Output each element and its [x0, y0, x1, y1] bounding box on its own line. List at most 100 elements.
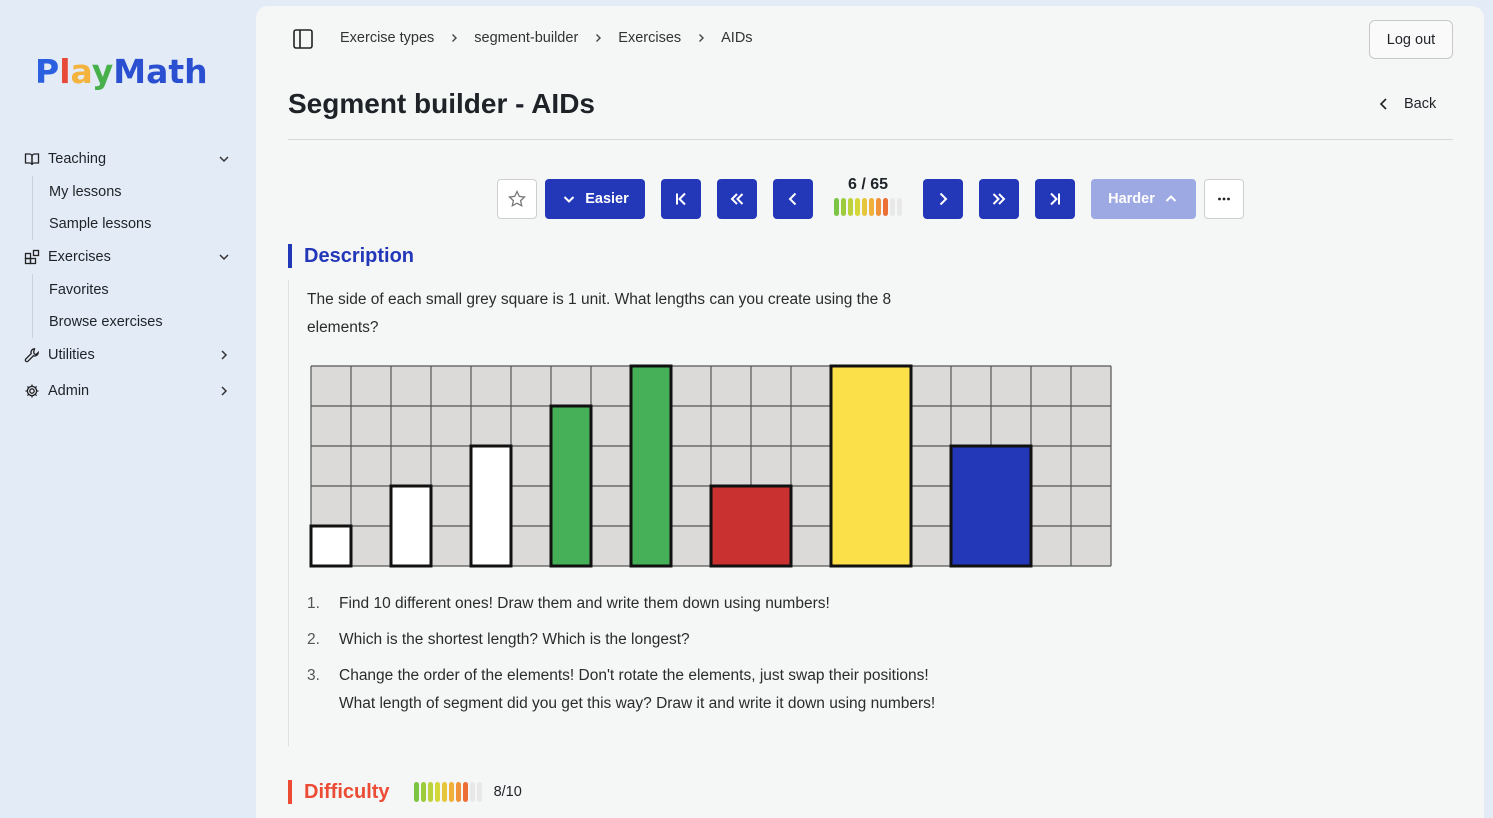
description-heading: Description — [288, 244, 414, 268]
sidebar-item-exercises[interactable]: Exercises — [0, 240, 256, 274]
easier-label: Easier — [585, 191, 629, 207]
segment-element — [469, 444, 513, 568]
chevron-right-icon — [221, 350, 228, 360]
breadcrumb-segment-builder[interactable]: segment-builder — [474, 30, 579, 46]
back-button[interactable]: Back — [1376, 96, 1436, 112]
level-bar — [855, 198, 860, 216]
sidebar-item-sample-lessons[interactable]: Sample lessons — [49, 216, 152, 232]
sidebar-nav: Teaching My lessons Sample lessons Exerc… — [0, 142, 256, 408]
breadcrumb-current: AIDs — [721, 30, 753, 46]
question-number: 1. — [307, 595, 320, 612]
exercise-counter: 6 / 65 — [828, 176, 908, 216]
chevron-left-icon — [1379, 98, 1387, 110]
description-box: The side of each small grey square is 1 … — [288, 280, 1112, 746]
level-bar — [448, 782, 454, 802]
segment-element — [709, 484, 793, 568]
back-ten-button[interactable] — [717, 179, 757, 219]
breadcrumb-exercise-types[interactable]: Exercise types — [340, 30, 435, 46]
level-bar — [890, 198, 895, 216]
sidebar-item-label: Exercises — [48, 249, 111, 265]
level-bar — [841, 198, 846, 216]
segment-element — [309, 524, 353, 568]
level-bar — [883, 198, 888, 216]
segment-element — [829, 364, 913, 568]
question-number: 2. — [307, 631, 320, 648]
sidebar-item-favorites[interactable]: Favorites — [49, 282, 109, 298]
description-text: The side of each small grey square is 1 … — [307, 291, 892, 336]
question-item: 1. Find 10 different ones! Draw them and… — [307, 590, 947, 618]
breadcrumb-exercises[interactable]: Exercises — [618, 30, 682, 46]
level-bar — [469, 782, 475, 802]
difficulty-heading: Difficulty 8/10 — [288, 780, 522, 804]
level-bar — [876, 198, 881, 216]
level-bar — [862, 198, 867, 216]
chevron-right-icon — [221, 386, 228, 396]
playmath-logo[interactable]: PlayMath — [35, 50, 225, 96]
chevron-right-icon — [591, 31, 605, 45]
main-panel: Exercise types segment-builder Exercises… — [256, 6, 1484, 818]
more-options-button[interactable] — [1204, 179, 1244, 219]
blocks-icon — [24, 249, 40, 265]
wrench-icon — [24, 347, 40, 363]
book-icon — [24, 151, 40, 167]
segment-element — [549, 404, 593, 568]
level-bar — [455, 782, 461, 802]
favorite-button[interactable] — [497, 179, 537, 219]
last-button[interactable] — [1035, 179, 1075, 219]
sidebar-item-label: Utilities — [48, 347, 95, 363]
chevron-left-icon — [788, 192, 797, 206]
level-bar — [834, 198, 839, 216]
question-text: Find 10 different ones! Draw them and wr… — [339, 595, 830, 612]
segment-figure — [309, 364, 1113, 573]
sidebar-item-admin[interactable]: Admin — [0, 374, 256, 408]
question-item: 3. Change the order of the elements! Don… — [307, 662, 947, 718]
chevron-right-icon — [939, 192, 948, 206]
progress-bars — [828, 198, 908, 216]
level-bar — [413, 782, 419, 802]
sidebar-item-utilities[interactable]: Utilities — [0, 338, 256, 372]
back-label: Back — [1404, 96, 1437, 112]
chevron-down-icon — [564, 196, 575, 203]
question-text: Change the order of the elements! Don't … — [339, 667, 936, 712]
sidebar-item-my-lessons[interactable]: My lessons — [49, 184, 122, 200]
sidebar-toggle-icon[interactable] — [292, 28, 314, 50]
chevron-up-icon — [1165, 195, 1177, 202]
level-bar — [869, 198, 874, 216]
teaching-subnav: My lessons Sample lessons — [32, 176, 256, 240]
level-bar — [848, 198, 853, 216]
chevron-down-icon — [219, 254, 229, 261]
sidebar-item-browse-exercises[interactable]: Browse exercises — [49, 314, 163, 330]
page-title: Segment builder - AIDs — [288, 88, 596, 119]
breadcrumb: Exercise types segment-builder Exercises… — [340, 30, 753, 46]
level-bar — [476, 782, 482, 802]
level-bar — [897, 198, 902, 216]
chevron-right-icon — [447, 31, 461, 45]
chevron-right-icon — [694, 31, 708, 45]
logout-button[interactable]: Log out — [1369, 20, 1453, 59]
sidebar-item-label: Teaching — [48, 151, 107, 167]
difficulty-value: 8/10 — [493, 784, 522, 800]
question-list: 1. Find 10 different ones! Draw them and… — [307, 590, 947, 726]
forward-ten-button[interactable] — [979, 179, 1019, 219]
first-button[interactable] — [661, 179, 701, 219]
description-title: Description — [304, 244, 415, 267]
difficulty-accent — [288, 780, 292, 804]
star-icon — [508, 189, 526, 208]
previous-button[interactable] — [773, 179, 813, 219]
first-icon — [676, 192, 686, 206]
counter-text: 6 / 65 — [847, 176, 889, 193]
divider — [288, 139, 1453, 140]
exercises-subnav: Favorites Browse exercises — [32, 274, 256, 338]
sidebar-item-teaching[interactable]: Teaching — [0, 142, 256, 176]
sidebar-item-label: Admin — [48, 383, 90, 399]
sidebar: PlayMath Teaching My lessons Sample less… — [0, 0, 256, 818]
top-bar: Exercise types segment-builder Exercises… — [256, 6, 1484, 72]
segment-element — [629, 364, 673, 568]
gear-icon — [24, 383, 40, 399]
level-bar — [427, 782, 433, 802]
harder-button[interactable]: Harder — [1091, 179, 1196, 219]
easier-button[interactable]: Easier — [545, 179, 645, 219]
next-button[interactable] — [923, 179, 963, 219]
segment-element — [389, 484, 433, 568]
level-bar — [462, 782, 468, 802]
